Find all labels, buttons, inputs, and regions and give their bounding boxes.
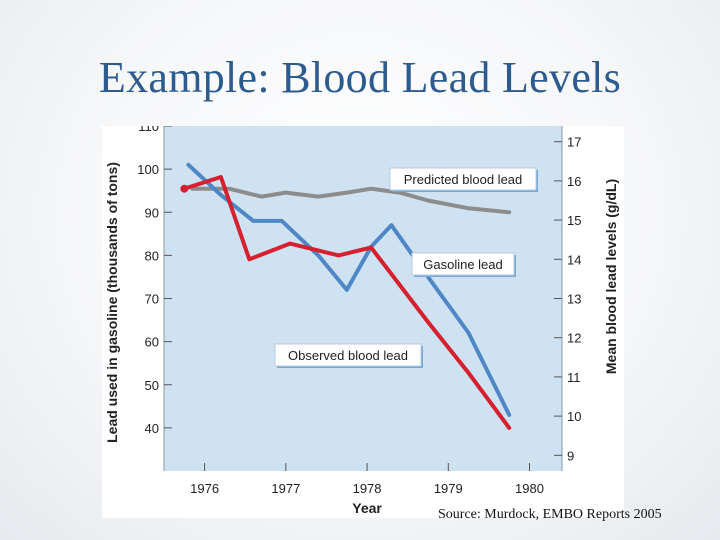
source-citation: Source: Murdock, EMBO Reports 2005 <box>438 507 662 522</box>
x-tick-label: 1980 <box>515 481 544 496</box>
series-line-predicted-blood-lead <box>190 186 512 215</box>
chart-svg: 40 50 60 70 80 90 100 110 9 10 11 12 13 14 15 16 17 1976 1… <box>104 126 619 516</box>
right-tick-label: 11 <box>567 370 581 385</box>
left-tick-label: 70 <box>145 292 159 307</box>
right-tick-label: 16 <box>567 174 581 189</box>
callout-label: Gasoline lead <box>423 257 503 272</box>
x-tick-label: 1979 <box>434 481 463 496</box>
right-axis-title: Mean blood lead levels (g/dL) <box>603 179 619 374</box>
callout-box <box>411 252 515 276</box>
right-tick-label: 15 <box>567 213 581 228</box>
slide-title: Example: Blood Lead Levels <box>98 53 622 102</box>
x-axis-title: Year <box>352 500 382 516</box>
left-tick-label: 60 <box>145 335 159 350</box>
chart-figure: 40 50 60 70 80 90 100 110 9 10 11 12 13 14 15 16 17 1976 1… <box>102 126 624 518</box>
callout-label: Predicted blood lead <box>404 172 523 187</box>
left-axis-title: Lead used in gasoline (thousands of tons… <box>104 162 120 443</box>
left-tick-label: 80 <box>145 248 159 263</box>
x-tick-label: 1977 <box>271 481 300 496</box>
callout-box <box>389 167 537 191</box>
right-tick-label: 9 <box>567 448 574 463</box>
left-tick-label: 110 <box>138 126 159 134</box>
x-tick-label: 1978 <box>353 481 382 496</box>
right-tick-label: 13 <box>567 292 581 307</box>
left-tick-label: 50 <box>145 378 159 393</box>
right-tick-label: 17 <box>567 135 581 150</box>
series-line-gasoline-lead <box>186 162 512 417</box>
observed-start-marker <box>180 184 189 193</box>
left-tick-label: 40 <box>145 421 159 436</box>
callout-box <box>274 343 422 367</box>
right-tick-label: 14 <box>567 252 581 267</box>
left-tick-label: 100 <box>137 162 159 177</box>
callout-label: Observed blood lead <box>288 348 408 363</box>
left-tick-label: 90 <box>145 205 159 220</box>
right-tick-label: 10 <box>567 409 581 424</box>
x-tick-label: 1976 <box>190 481 219 496</box>
right-tick-label: 12 <box>567 331 581 346</box>
series-line-observed-blood-lead <box>182 175 512 430</box>
